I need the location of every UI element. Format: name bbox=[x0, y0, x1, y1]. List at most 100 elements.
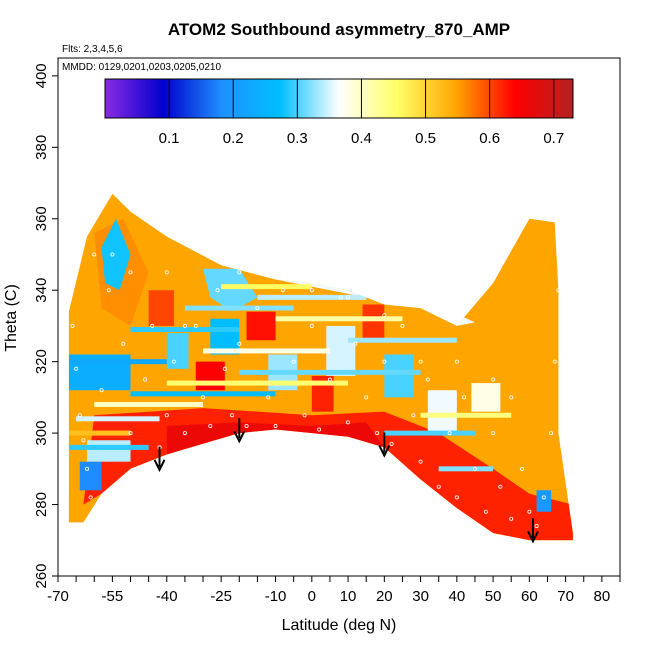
x-tick-label: -55 bbox=[102, 588, 124, 605]
sample-point bbox=[230, 413, 235, 418]
x-tick-label: 20 bbox=[376, 588, 393, 605]
sample-point bbox=[509, 516, 514, 521]
sample-point bbox=[472, 466, 477, 471]
sample-point bbox=[99, 388, 104, 393]
x-tick-label: 10 bbox=[340, 588, 357, 605]
sample-point bbox=[182, 323, 187, 328]
sample-point bbox=[215, 288, 220, 293]
sample-point bbox=[273, 423, 278, 428]
x-tick-label: 40 bbox=[448, 588, 465, 605]
field-region bbox=[326, 325, 356, 376]
sample-point bbox=[498, 484, 503, 489]
sample-point bbox=[462, 395, 467, 400]
arrow-marker bbox=[153, 446, 166, 473]
sample-point bbox=[520, 466, 525, 471]
sample-point bbox=[364, 395, 369, 400]
y-tick-label: 340 bbox=[33, 278, 50, 303]
sample-point bbox=[317, 427, 322, 432]
sample-point bbox=[135, 473, 140, 478]
sample-point bbox=[346, 420, 351, 425]
colorbar-tick-label: 0.6 bbox=[479, 130, 500, 147]
sample-point bbox=[309, 323, 314, 328]
sample-point bbox=[70, 323, 75, 328]
sample-point bbox=[483, 509, 488, 514]
x-axis: -70 -55 -40 -25 -10 0 10 20 30 40 50 60 70 80 bbox=[47, 576, 621, 605]
y-tick-label: 360 bbox=[33, 206, 50, 231]
y-tick-label: 280 bbox=[33, 492, 50, 517]
sample-point bbox=[77, 413, 82, 418]
field-region bbox=[195, 361, 225, 391]
field-stripe bbox=[76, 416, 160, 422]
sample-point bbox=[164, 413, 169, 418]
sample-point bbox=[244, 423, 249, 428]
field-region bbox=[203, 268, 258, 312]
sample-point bbox=[454, 359, 459, 364]
sample-point bbox=[353, 341, 358, 346]
field-region bbox=[101, 218, 131, 291]
sample-point bbox=[549, 431, 554, 436]
colorbar-tick-label: 0.3 bbox=[287, 130, 308, 147]
field-stripe bbox=[348, 337, 457, 343]
sample-point bbox=[382, 313, 387, 318]
field-region bbox=[246, 311, 276, 341]
field-stripe bbox=[384, 430, 475, 436]
sample-point bbox=[346, 295, 351, 300]
sample-point bbox=[237, 270, 242, 275]
sample-point bbox=[128, 431, 133, 436]
field-region bbox=[384, 354, 414, 398]
sample-point bbox=[280, 288, 285, 293]
arrow-markers bbox=[153, 418, 539, 544]
sample-point bbox=[534, 523, 539, 528]
plot-frame bbox=[57, 57, 621, 577]
y-axis-label: Theta (C) bbox=[3, 284, 20, 352]
colorbar-tick-label: 0.4 bbox=[351, 130, 372, 147]
field-region bbox=[166, 422, 385, 455]
colorbar-tick-label: 0.2 bbox=[223, 130, 244, 147]
colorbar-tick-label: 0.1 bbox=[159, 130, 180, 147]
chart-title: ATOM2 Southbound asymmetry_870_AMP bbox=[168, 20, 510, 39]
sample-point bbox=[150, 323, 155, 328]
x-tick-label: -10 bbox=[265, 588, 287, 605]
x-tick-label: -70 bbox=[47, 588, 69, 605]
arrow-marker bbox=[378, 432, 391, 458]
y-axis: 260 280 300 320 340 360 380 400 bbox=[33, 63, 58, 589]
sample-point bbox=[425, 377, 430, 382]
field-region bbox=[471, 383, 501, 412]
field-stripe bbox=[130, 391, 276, 397]
field-stripe bbox=[94, 402, 204, 408]
field-region bbox=[148, 290, 175, 326]
y-tick-label: 260 bbox=[33, 563, 50, 588]
sample-point bbox=[375, 431, 380, 436]
field-region bbox=[362, 304, 385, 341]
sample-point bbox=[110, 252, 115, 257]
y-tick-label: 400 bbox=[33, 63, 50, 88]
sample-point bbox=[309, 288, 314, 293]
sample-point bbox=[400, 323, 405, 328]
field-stripe bbox=[275, 316, 403, 322]
field-region bbox=[536, 490, 552, 512]
sample-point bbox=[172, 359, 177, 364]
x-axis-label: Latitude (deg N) bbox=[282, 617, 397, 634]
x-tick-label: 80 bbox=[594, 588, 611, 605]
sample-point bbox=[164, 270, 169, 275]
sample-point bbox=[389, 441, 394, 446]
sample-point bbox=[491, 431, 496, 436]
sample-point bbox=[418, 459, 423, 464]
sample-point bbox=[106, 288, 111, 293]
heatmap-field bbox=[68, 193, 573, 541]
sample-point bbox=[541, 495, 546, 500]
sample-point bbox=[182, 431, 187, 436]
x-tick-label: 50 bbox=[485, 588, 502, 605]
dates-label: MMDD: 0129,0201,0203,0205,0210 bbox=[62, 62, 221, 73]
field-stripe bbox=[130, 327, 240, 333]
sample-point bbox=[92, 252, 97, 257]
field-stripe bbox=[68, 444, 149, 450]
sample-point bbox=[327, 377, 332, 382]
field-stripe bbox=[203, 348, 330, 354]
sample-point bbox=[74, 366, 79, 371]
sample-point bbox=[454, 495, 459, 500]
sample-point bbox=[556, 288, 561, 293]
field-stripe bbox=[420, 412, 512, 418]
x-tick-label: -40 bbox=[156, 588, 178, 605]
